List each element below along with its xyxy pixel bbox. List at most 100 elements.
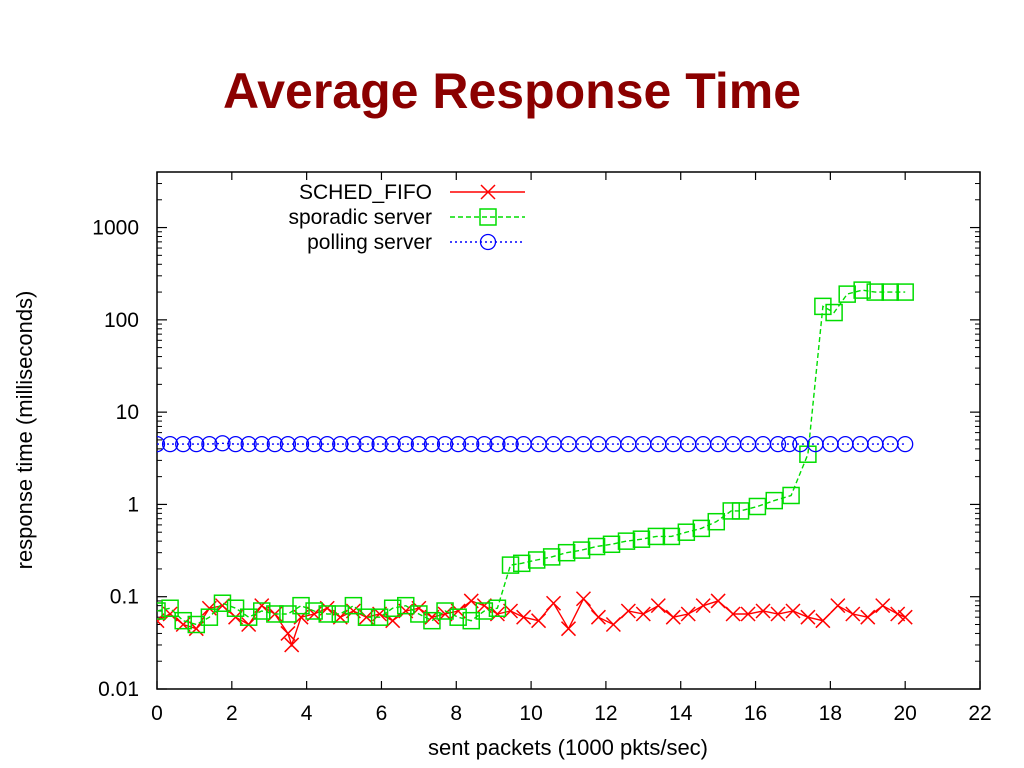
y-tick-label: 0.1: [110, 586, 139, 609]
plot-frame: [156, 171, 981, 690]
x-tick-label: 8: [450, 702, 462, 725]
data-point: [240, 435, 257, 453]
data-point: [319, 435, 336, 453]
data-point: [227, 435, 244, 453]
y-axis-label: response time (milliseconds): [12, 291, 37, 570]
data-point: [527, 551, 546, 569]
data-point: [881, 283, 899, 301]
data-point: [722, 502, 740, 520]
legend-marker: [480, 184, 496, 200]
data-point: [226, 599, 245, 617]
data-point: [200, 608, 219, 626]
data-point: [557, 543, 576, 562]
data-point: [449, 608, 467, 626]
data-point: [680, 606, 696, 622]
data-point: [161, 435, 179, 453]
data-point: [822, 435, 839, 453]
legend-marker: [479, 208, 497, 226]
y-tick-label: 1: [127, 493, 139, 516]
data-point: [344, 596, 363, 615]
data-point: [782, 486, 800, 505]
data-point: [781, 435, 798, 453]
data-point: [266, 605, 284, 623]
legend-label: SCHED_FIFO: [299, 181, 432, 204]
data-point: [175, 435, 192, 453]
data-point: [436, 435, 454, 453]
series-layer: [157, 281, 914, 653]
x-tick-label: 20: [894, 702, 917, 725]
x-tick-label: 18: [819, 702, 842, 725]
data-point: [501, 556, 520, 574]
x-tick-label: 6: [376, 702, 388, 725]
x-axis: 0 2 4 6 8 10 12 14 16 18 20 22: [151, 172, 992, 725]
data-point: [815, 613, 831, 629]
data-point: [384, 435, 401, 453]
data-point: [882, 435, 899, 453]
data-point: [383, 599, 402, 617]
data-point: [488, 599, 507, 617]
legend-label: sporadic server: [288, 206, 432, 229]
data-point: [449, 435, 467, 453]
data-point: [280, 625, 296, 641]
data-point: [602, 535, 621, 554]
data-point: [662, 527, 681, 546]
data-point: [590, 609, 606, 625]
data-point: [647, 527, 666, 546]
data-point: [740, 606, 756, 622]
x-tick-label: 16: [744, 702, 767, 725]
data-point: [305, 435, 323, 453]
data-point: [252, 602, 271, 620]
data-point: [695, 598, 711, 614]
series-line: [157, 597, 906, 648]
data-point: [769, 435, 787, 453]
data-point: [710, 593, 726, 609]
data-point: [305, 602, 323, 620]
data-point: [725, 606, 741, 622]
data-point: [284, 637, 300, 653]
data-point: [161, 599, 179, 617]
data-point: [292, 435, 310, 453]
data-point: [475, 602, 494, 620]
y-tick-label: 1000: [92, 217, 139, 240]
data-point: [896, 283, 914, 301]
x-tick-label: 2: [226, 702, 238, 725]
series-line: [157, 289, 906, 626]
data-point: [837, 435, 854, 453]
data-point: [897, 435, 914, 453]
data-point: [397, 435, 414, 453]
x-tick-label: 22: [968, 702, 991, 725]
data-point: [800, 609, 816, 625]
data-point: [635, 606, 651, 622]
data-point: [814, 297, 832, 316]
data-point: [436, 602, 454, 620]
series-0: [157, 591, 913, 653]
data-point: [587, 537, 606, 556]
legend-marker: [479, 233, 497, 251]
data-point: [516, 609, 532, 625]
data-point: [266, 435, 283, 453]
data-point: [575, 591, 591, 607]
data-point: [617, 532, 636, 550]
data-point: [890, 606, 906, 622]
x-tick-label: 0: [151, 702, 163, 725]
data-point: [755, 603, 771, 619]
data-point: [875, 598, 891, 614]
series-2: [157, 435, 914, 453]
data-point: [370, 608, 389, 626]
data-point: [214, 435, 231, 452]
data-point: [345, 435, 362, 453]
data-point: [423, 435, 441, 453]
data-point: [860, 609, 876, 625]
data-point: [830, 598, 846, 614]
data-point: [188, 435, 205, 453]
data-point: [201, 435, 218, 453]
x-tick-label: 4: [301, 702, 313, 725]
data-point: [410, 605, 428, 623]
data-point: [677, 523, 696, 541]
data-point: [897, 609, 913, 625]
series-line: [157, 442, 906, 445]
data-point: [512, 554, 531, 573]
data-point: [620, 603, 636, 619]
